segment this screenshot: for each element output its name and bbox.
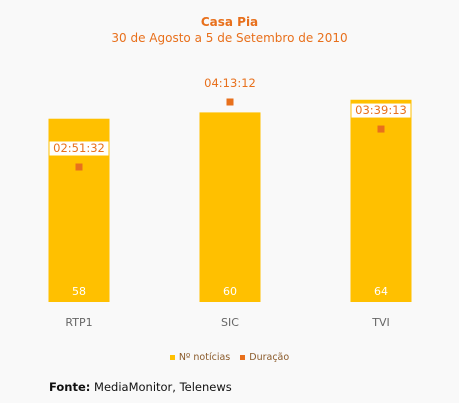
bar-value-label: 64 [374, 285, 388, 298]
category-label: RTP1 [65, 316, 92, 329]
duration-point-tvi [377, 125, 385, 133]
chart-title: Casa Pia [200, 15, 259, 29]
category-label: SIC [221, 316, 239, 329]
bar-sic [199, 112, 261, 303]
legend-label-count: Nº notícias [178, 352, 231, 363]
duration-point-rtp1 [75, 163, 83, 171]
duration-label-box [48, 140, 110, 157]
source-note: Fonte: MediaMonitor, Telenews [49, 380, 232, 394]
duration-label: 03:39:13 [355, 103, 407, 117]
legend: Nº notícias Duração [0, 352, 459, 363]
chart-subtitle: 30 de Agosto a 5 de Setembro de 2010 [111, 31, 348, 45]
chart-plot: 58 RTP1 02:51:32 60 SIC 04:13:12 64 TVI 03:39:13 [48, 76, 412, 329]
bar-value-label: 58 [72, 285, 86, 298]
duration-label: 02:51:32 [53, 141, 105, 155]
bar-value-label: 60 [223, 285, 237, 298]
source-text: MediaMonitor, Telenews [90, 380, 232, 394]
legend-swatch-duration [240, 355, 246, 360]
category-label: TVI [371, 316, 390, 329]
duration-label: 04:13:12 [204, 76, 256, 90]
bar-tvi [350, 99, 412, 302]
source-label: Fonte: [49, 380, 91, 394]
legend-item-count: Nº notícias [169, 352, 231, 363]
legend-swatch-count [169, 355, 175, 360]
legend-item-duration: Duração [240, 352, 289, 363]
legend-label-duration: Duração [249, 352, 290, 363]
duration-point-sic [226, 98, 234, 106]
duration-label-box [350, 102, 412, 119]
